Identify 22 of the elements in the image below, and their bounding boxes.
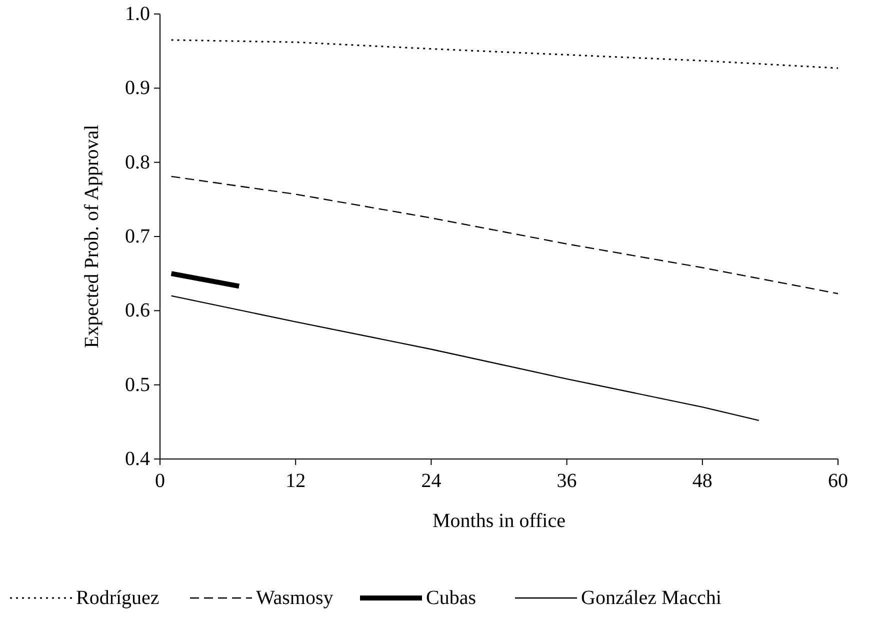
y-tick-label: 1.0 — [125, 3, 150, 25]
legend-label: Cubas — [426, 587, 476, 609]
y-tick-label: 0.4 — [125, 448, 150, 470]
x-tick-label: 12 — [286, 470, 306, 492]
x-tick-label: 36 — [556, 470, 577, 492]
legend-label: Wasmosy — [256, 587, 334, 609]
y-tick-label: 0.6 — [125, 300, 150, 322]
y-tick-label: 0.9 — [125, 77, 150, 100]
x-tick-label: 0 — [155, 470, 165, 492]
legend-label: Rodríguez — [76, 587, 160, 609]
y-tick-label: 0.8 — [125, 151, 150, 174]
x-tick-label: 24 — [421, 470, 442, 492]
y-tick-label: 0.5 — [125, 374, 150, 396]
legend-label: González Macchi — [581, 587, 722, 609]
line-series — [170, 39, 839, 69]
x-tick-label: 60 — [828, 470, 848, 492]
line-series — [170, 176, 839, 294]
x-axis-title: Months in office — [432, 510, 566, 532]
y-axis-title: Expected Prob. of Approval — [81, 124, 103, 348]
line-series — [170, 295, 760, 422]
y-tick-label: 0.7 — [125, 226, 150, 248]
x-tick-label: 48 — [692, 470, 712, 492]
